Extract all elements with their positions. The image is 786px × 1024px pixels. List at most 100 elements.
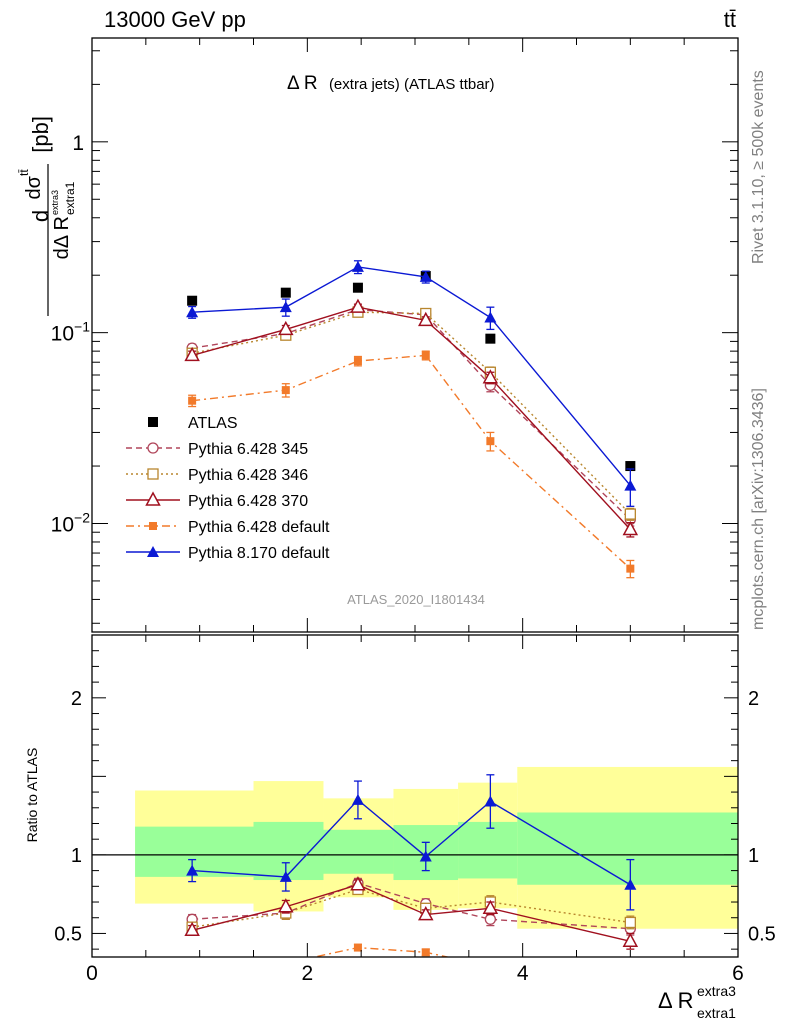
ratio-x-label: Δ R — [658, 988, 693, 1013]
ratio-point-p8def — [624, 878, 637, 890]
ratio-point-p370 — [184, 921, 200, 937]
legend-marker — [145, 491, 161, 506]
ratio-panel: 0 2 4 60.5 0.51 12 2 Ratio to ATLAS Δ R extra3… — [24, 634, 776, 1021]
svg-text:extra1: extra1 — [63, 181, 77, 215]
legend-label: Pythia 6.428 345 — [188, 441, 308, 458]
series-p346 — [186, 306, 636, 521]
data-point-p370 — [184, 346, 200, 362]
data-point-p8def — [419, 270, 432, 282]
series-line-p8def — [192, 266, 631, 487]
data-point-p6def — [626, 564, 635, 573]
legend-label: Pythia 6.428 default — [188, 519, 330, 536]
data-point-p370 — [278, 320, 294, 336]
main-y-tick-label: 10−1 — [51, 319, 91, 346]
legend-marker — [149, 522, 157, 530]
main-y-tick-label-base: 10 — [51, 323, 74, 346]
data-point-p8def — [186, 306, 199, 318]
ratio-x-label-sub: extra1 — [697, 1005, 736, 1021]
legend-entry-p345: Pythia 6.428 345 — [126, 441, 308, 458]
ratio-y-tick-label-left: 0.5 — [54, 923, 82, 945]
ratio-point-p6def — [353, 943, 362, 952]
ratio-y-label: Ratio to ATLAS — [24, 748, 40, 843]
legend-marker — [147, 442, 159, 454]
series-p8def — [186, 260, 637, 507]
data-point-atlas — [280, 287, 291, 298]
ratio-band-inner — [323, 829, 394, 874]
legend-entry-p346: Pythia 6.428 346 — [126, 467, 308, 484]
ratio-series-p8def — [186, 774, 637, 911]
main-y-tick-label: 1 — [72, 132, 84, 155]
ratio-band-inner — [135, 826, 254, 877]
data-point-p6def — [188, 396, 197, 405]
ratio-x-tick-label: 4 — [517, 962, 529, 985]
svg-text:[pb]: [pb] — [28, 116, 53, 153]
legend-label: Pythia 6.428 370 — [188, 493, 308, 510]
data-point-p8def — [624, 479, 637, 491]
header-right: tt̄ — [724, 7, 736, 32]
svg-text:dσ: dσ — [23, 175, 45, 199]
legend-label: ATLAS — [188, 415, 238, 432]
ratio-line-p346 — [192, 888, 631, 928]
legend-label: Pythia 8.170 default — [188, 545, 330, 562]
ratio-point-p8def — [351, 793, 364, 805]
main-y-tick-label-base: 10 — [51, 513, 74, 536]
main-y-tick-label: 10−2 — [51, 509, 91, 536]
series-p370 — [184, 298, 639, 538]
data-point-p370 — [622, 520, 639, 536]
ratio-y-tick-label-right: 1 — [748, 845, 759, 867]
ratio-axes: 0 2 4 60.5 0.51 12 2 — [54, 635, 776, 985]
main-y-tick-label-exp: −2 — [74, 509, 90, 525]
rivet-label: Rivet 3.1.10, ≥ 500k events — [750, 70, 767, 264]
plot-title: Δ R (extra jets) (ATLAS ttbar) — [287, 73, 495, 94]
data-point-p370 — [418, 311, 434, 327]
plot-title-main: Δ R — [287, 73, 318, 94]
ratio-x-tick-label: 2 — [301, 962, 313, 985]
legend: ATLAS Pythia 6.428 345 Pythia 6.428 346 Pyt… — [126, 415, 330, 562]
main-y-tick-label-exp: −1 — [74, 319, 90, 335]
ratio-point-p370 — [418, 906, 434, 921]
ratio-line-p345 — [192, 882, 631, 930]
main-axes: 10−210−11 — [51, 38, 739, 632]
data-point-p6def — [281, 386, 290, 395]
ratio-point-p370 — [278, 898, 294, 913]
data-point-atlas — [187, 295, 198, 306]
ratio-line-p370 — [191, 884, 631, 942]
main-y-label: [pb] — [28, 116, 53, 153]
legend-marker — [147, 468, 159, 480]
ratio-point-p370 — [482, 899, 499, 915]
legend-marker — [148, 417, 158, 427]
ratio-y-tick-label-right: 0.5 — [748, 923, 776, 945]
mcplots-label: mcplots.cern.ch [arXiv:1306.3436] — [750, 388, 767, 630]
data-point-p6def — [421, 351, 430, 360]
ratio-x-tick-label: 6 — [732, 962, 744, 985]
data-point-p8def — [484, 311, 497, 323]
legend-entry-p8def: Pythia 8.170 default — [126, 545, 330, 562]
data-point-atlas — [485, 333, 496, 344]
data-point-p6def — [353, 357, 362, 366]
ratio-line-p6def — [311, 946, 451, 957]
legend-label: Pythia 6.428 346 — [188, 467, 308, 484]
data-point-atlas — [625, 461, 636, 472]
header-left: 13000 GeV pp — [104, 7, 246, 32]
ratio-y-tick-label-left: 1 — [71, 845, 82, 867]
svg-text:extra3: extra3 — [50, 190, 60, 215]
ratio-point-p370 — [350, 876, 366, 891]
data-point-p8def — [351, 260, 364, 272]
ratio-point-p6def — [282, 959, 290, 967]
ratio-line-p8def — [192, 798, 631, 886]
data-point-p370 — [482, 369, 499, 384]
ratio-band-inner — [253, 821, 324, 881]
ratio-x-label-sup: extra3 — [697, 983, 736, 999]
series-p6def — [188, 350, 635, 579]
legend-marker — [147, 546, 159, 557]
svg-text:tt̄: tt̄ — [17, 169, 31, 176]
ratio-point-p370 — [622, 932, 639, 948]
ratio-point-p345 — [484, 913, 497, 925]
svg-text:dΔ R: dΔ R — [51, 216, 73, 259]
analysis-id: ATLAS_2020_I1801434 — [347, 592, 485, 607]
legend-entry-p370: Pythia 6.428 370 — [126, 491, 308, 510]
legend-entry-p6def: Pythia 6.428 default — [126, 519, 330, 536]
series-line-p6def — [192, 354, 631, 570]
ratio-point-p6def — [188, 961, 196, 969]
